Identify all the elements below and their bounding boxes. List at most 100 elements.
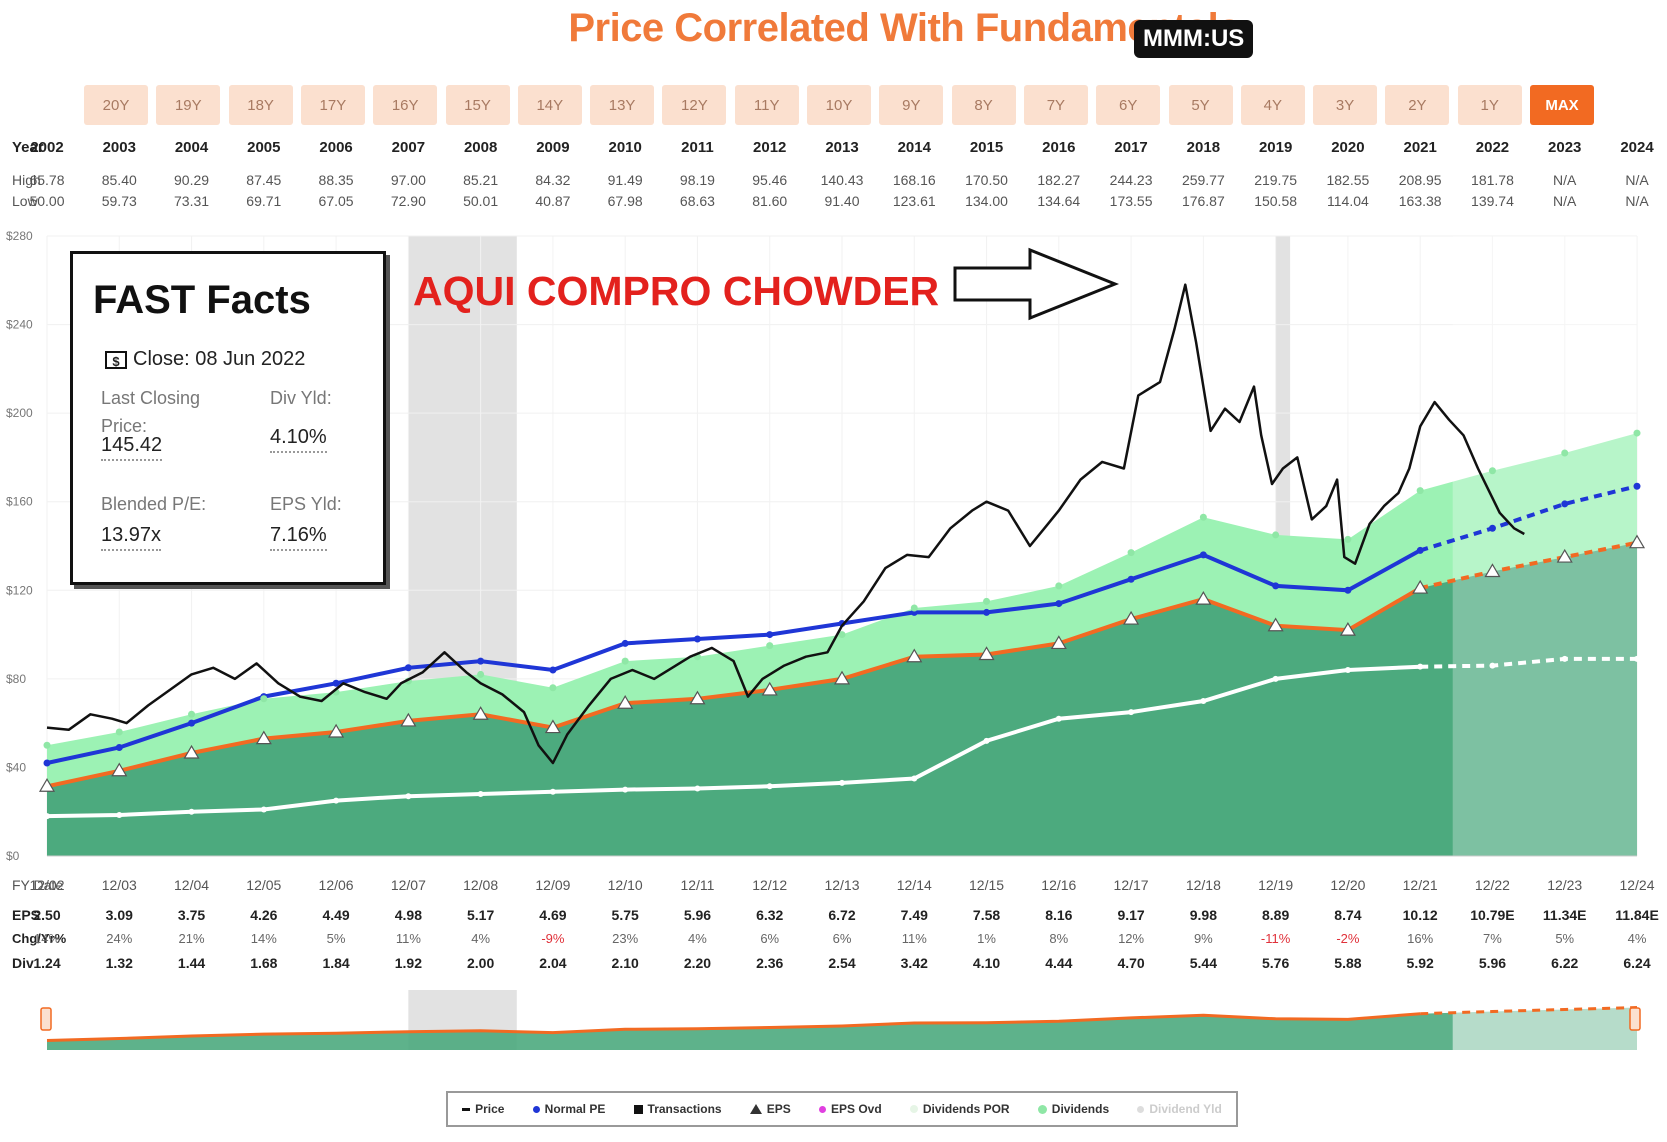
high-cell: 91.49 [607, 172, 643, 188]
chg-cell: 4% [471, 931, 491, 946]
range-button-14y[interactable]: 14Y [517, 85, 582, 125]
range-button-19y[interactable]: 19Y [156, 85, 221, 125]
low-cell: N/A [1625, 193, 1649, 209]
year-cell: 2005 [247, 139, 281, 156]
low-cell: 68.63 [679, 193, 715, 209]
arrow-icon [953, 247, 1120, 321]
range-button-4y[interactable]: 4Y [1240, 85, 1305, 125]
price-line [46, 283, 1525, 765]
dividends-point [1055, 582, 1063, 590]
blended-pe-label: Blended P/E: [101, 494, 207, 514]
dividends-point [621, 657, 629, 665]
legend-item-normal-pe[interactable]: Normal PE [532, 1102, 605, 1116]
div-cell: 1.92 [394, 955, 422, 971]
low-cell: 114.04 [1327, 193, 1369, 209]
legend-item-transactions[interactable]: Transactions [633, 1102, 722, 1116]
eps-cell: 4.98 [394, 907, 422, 923]
legend-label: Dividend Yld [1149, 1102, 1222, 1116]
eps-cell: 3.09 [105, 907, 133, 923]
chg-cell: 8% [1049, 931, 1069, 946]
normal-pe-point [115, 744, 123, 751]
range-button-2y[interactable]: 2Y [1385, 85, 1450, 125]
close-date-text: Close: 08 Jun 2022 [133, 348, 306, 370]
range-button-9y[interactable]: 9Y [879, 85, 944, 125]
range-button-16y[interactable]: 16Y [373, 85, 438, 125]
eps-cell: 7.58 [972, 907, 1001, 923]
range-button-20y[interactable]: 20Y [84, 85, 148, 125]
y-tick-label: $120 [6, 583, 33, 597]
eps-cell: 4.49 [322, 907, 350, 923]
chg-cell: 7% [1483, 931, 1502, 946]
low-cell: 163.38 [1398, 193, 1442, 209]
range-button-12y[interactable]: 12Y [662, 85, 727, 125]
div-row-label: Div [12, 955, 34, 971]
range-button-1y[interactable]: 1Y [1457, 85, 1522, 125]
range-button-6y[interactable]: 6Y [1096, 85, 1161, 125]
chg-cell: 4% [688, 931, 707, 946]
fy-date-cell: 12/06 [318, 877, 354, 893]
normal-pe-point [43, 759, 51, 767]
range-button-8y[interactable]: 8Y [951, 85, 1016, 125]
dividend-line-point [549, 788, 556, 795]
eps-point [1123, 610, 1140, 625]
range-button-5y[interactable]: 5Y [1168, 85, 1233, 125]
legend-item-eps-ovd[interactable]: EPS Ovd [819, 1102, 882, 1116]
eps-cell: 7.49 [900, 907, 928, 923]
dividend-line-point [405, 793, 412, 800]
dividends-point [910, 604, 918, 612]
legend-label: EPS [766, 1102, 791, 1116]
year-cell: 2022 [1475, 139, 1510, 156]
div-cell: 2.04 [539, 955, 567, 971]
eps-cell: 4.69 [539, 907, 567, 923]
range-button-max[interactable]: MAX [1530, 85, 1594, 125]
eps-point [400, 712, 417, 727]
legend-item-eps[interactable]: EPS [749, 1102, 791, 1116]
year-cell: 2006 [319, 139, 353, 156]
div-cell: 2.36 [756, 955, 784, 971]
year-cell: 2021 [1403, 139, 1437, 156]
eps-cell: 8.89 [1262, 907, 1290, 923]
range-button-7y[interactable]: 7Y [1023, 85, 1088, 125]
eps-cell: 5.96 [683, 907, 712, 923]
legend-item-dividends[interactable]: Dividends [1037, 1102, 1109, 1116]
chg-cell: 11% [901, 931, 927, 946]
eps-point [761, 681, 778, 696]
year-cell: 2018 [1186, 139, 1221, 156]
eps-point [1339, 621, 1356, 636]
fy-date-cell: 12/07 [390, 877, 426, 893]
range-button-13y[interactable]: 13Y [590, 85, 655, 125]
high-cell: 84.32 [535, 172, 571, 188]
range-button-15y[interactable]: 15Y [445, 85, 510, 125]
range-button-17y[interactable]: 17Y [300, 85, 365, 125]
chg-cell: 11% [395, 931, 421, 946]
eps-line [46, 586, 1422, 789]
range-button-3y[interactable]: 3Y [1313, 85, 1378, 125]
range-button-10y[interactable]: 10Y [807, 85, 871, 125]
normal-pe-point [693, 635, 701, 643]
range-button-11y[interactable]: 11Y [734, 85, 799, 125]
fy-date-cell: 12/14 [896, 877, 932, 893]
chg-cell: 6% [760, 931, 780, 946]
legend-item-dividends-por[interactable]: Dividends POR [909, 1102, 1010, 1116]
legend-item-price[interactable]: Price [462, 1102, 504, 1116]
legend-item-dividend-yld[interactable]: Dividend Yld [1137, 1102, 1222, 1116]
dividend-line [46, 664, 1421, 819]
eps-point [833, 670, 851, 685]
low-cell: 139.74 [1471, 193, 1514, 209]
low-cell: N/A [1553, 193, 1577, 209]
range-button-18y[interactable]: 18Y [228, 85, 293, 125]
fy-date-cell: 12/17 [1113, 877, 1149, 893]
normal-pe-point [404, 664, 412, 672]
eps-point [617, 695, 634, 709]
low-row: Low 50.00 59.73 73.31 69.71 67.05 72.90 50.01 4… [0, 193, 1667, 213]
low-cell: 176.87 [1181, 193, 1225, 209]
div-cell: 6.22 [1551, 955, 1579, 971]
dividend-line-point [333, 797, 340, 804]
fy-date-cell: 12/11 [680, 877, 715, 893]
div-cell: 5.92 [1406, 955, 1434, 971]
dividend-line-point [44, 813, 50, 820]
normal-pe-line [46, 548, 1422, 765]
low-cell: 67.98 [607, 193, 643, 209]
y-tick-label: $80 [6, 672, 26, 686]
fy-date-cell: 12/18 [1185, 877, 1221, 893]
